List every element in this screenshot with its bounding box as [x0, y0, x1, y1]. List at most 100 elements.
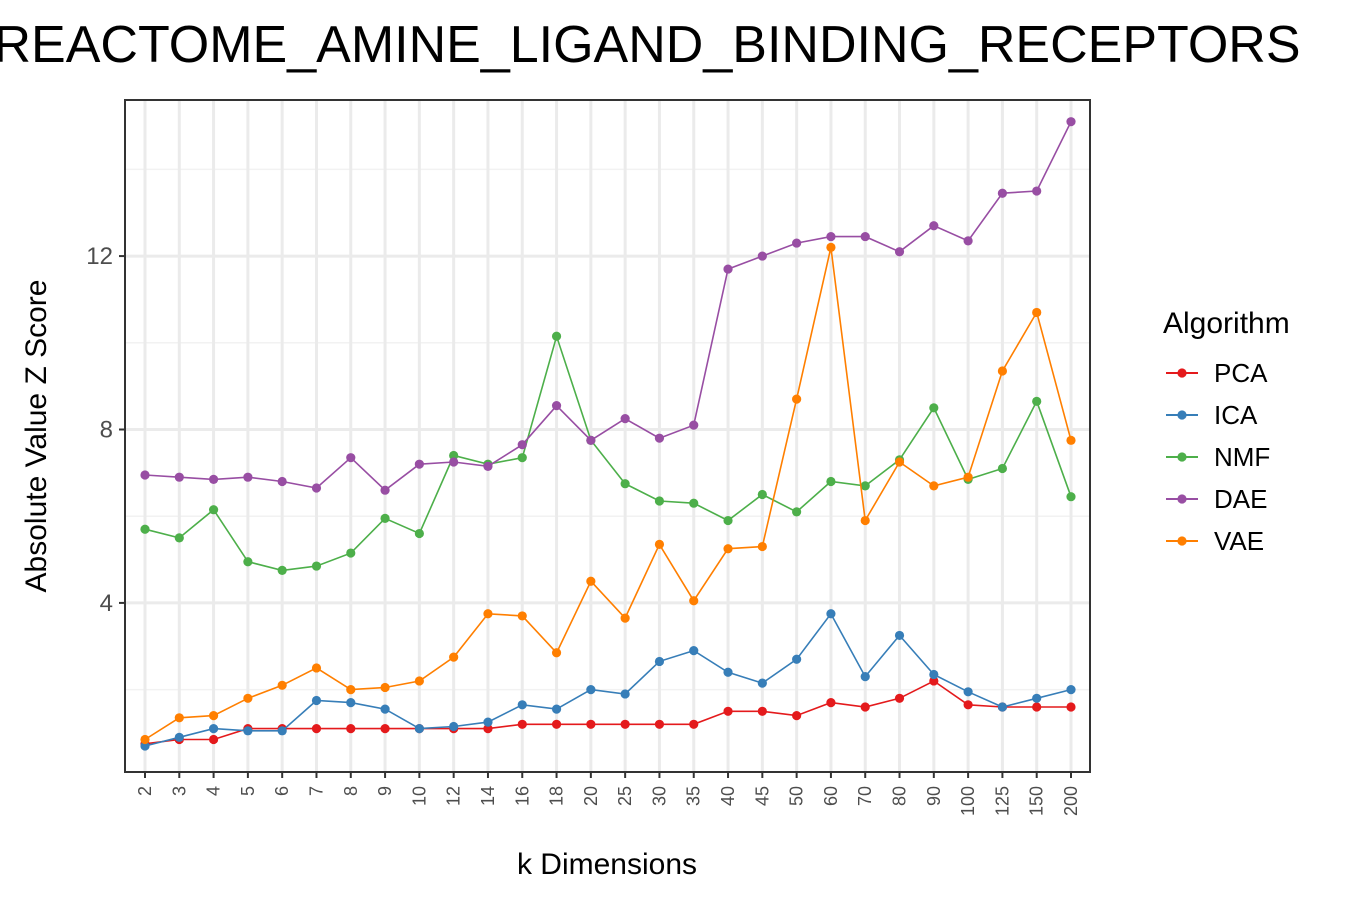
- point-dae: [517, 440, 527, 450]
- x-tick-label: 2: [135, 786, 155, 796]
- x-tick-label: 16: [512, 786, 532, 806]
- x-tick-label: 3: [169, 786, 189, 796]
- point-dae: [860, 231, 870, 242]
- x-tick-label: 14: [478, 786, 498, 806]
- point-nmf: [723, 515, 733, 526]
- point-nmf: [311, 561, 322, 571]
- point-vae: [689, 596, 699, 606]
- legend-key-point: [1177, 368, 1187, 378]
- x-tick-label: 10: [409, 786, 429, 806]
- point-pca: [963, 700, 973, 710]
- point-vae: [208, 711, 219, 721]
- point-vae: [1066, 435, 1076, 445]
- point-vae: [140, 734, 150, 745]
- point-dae: [174, 472, 184, 482]
- point-dae: [723, 264, 733, 274]
- x-tick-label: 5: [238, 786, 258, 796]
- point-dae: [963, 236, 973, 246]
- point-nmf: [414, 528, 424, 539]
- point-pca: [517, 719, 527, 729]
- x-tick-label: 90: [924, 786, 944, 806]
- legend-title: Algorithm: [1163, 307, 1290, 340]
- point-dae: [894, 247, 905, 257]
- point-nmf: [380, 513, 390, 523]
- legend-item-pca: PCA: [1166, 358, 1268, 388]
- x-tick-label: 8: [341, 786, 361, 796]
- point-ica: [620, 689, 630, 699]
- point-ica: [792, 654, 802, 664]
- point-ica: [174, 732, 184, 742]
- point-dae: [277, 476, 287, 487]
- point-pca: [1066, 702, 1076, 712]
- point-nmf: [929, 403, 939, 413]
- point-ica: [1066, 685, 1076, 695]
- point-ica: [997, 702, 1008, 712]
- point-ica: [414, 724, 424, 734]
- point-ica: [860, 672, 870, 682]
- point-ica: [963, 687, 973, 697]
- point-vae: [517, 611, 527, 621]
- x-axis-title: k Dimensions: [517, 848, 697, 881]
- point-nmf: [517, 453, 527, 463]
- point-pca: [929, 676, 939, 686]
- x-tick-label: 20: [581, 786, 601, 806]
- point-pca: [483, 724, 493, 734]
- point-ica: [380, 704, 390, 714]
- point-nmf: [551, 331, 562, 341]
- point-vae: [723, 544, 733, 554]
- point-vae: [483, 609, 493, 619]
- point-dae: [243, 472, 253, 482]
- point-nmf: [792, 507, 802, 517]
- x-tick-label: 150: [1027, 786, 1047, 816]
- point-ica: [654, 656, 665, 667]
- point-dae: [449, 457, 459, 467]
- point-dae: [551, 401, 562, 411]
- x-tick-label: 35: [684, 786, 704, 806]
- point-dae: [654, 433, 665, 443]
- point-nmf: [757, 489, 767, 500]
- legend-key-point: [1177, 452, 1187, 462]
- point-ica: [449, 721, 459, 732]
- point-dae: [792, 238, 802, 248]
- point-vae: [963, 472, 973, 482]
- x-tick-label: 6: [272, 786, 292, 796]
- point-nmf: [243, 557, 253, 567]
- point-vae: [929, 481, 939, 491]
- point-nmf: [346, 548, 356, 558]
- x-tick-label: 45: [752, 786, 772, 806]
- point-dae: [757, 251, 767, 261]
- x-tick-label: 9: [375, 786, 395, 796]
- point-ica: [723, 667, 733, 677]
- point-dae: [346, 453, 356, 463]
- y-tick-label: 8: [100, 416, 113, 443]
- x-tick-label: 18: [547, 786, 567, 806]
- series-line-pca: [144, 680, 1071, 745]
- point-pca: [346, 724, 356, 734]
- legend-item-ica: ICA: [1166, 400, 1258, 430]
- point-vae: [620, 613, 630, 623]
- point-nmf: [689, 498, 699, 508]
- point-ica: [277, 726, 287, 736]
- point-pca: [551, 719, 562, 729]
- series-line-nmf: [144, 333, 1072, 572]
- point-nmf: [449, 450, 459, 461]
- point-dae: [826, 231, 836, 242]
- point-nmf: [826, 476, 836, 487]
- point-pca: [208, 734, 219, 745]
- x-tick-label: 30: [649, 786, 669, 806]
- legend-item-vae: VAE: [1166, 526, 1264, 556]
- point-nmf: [1032, 396, 1042, 406]
- point-ica: [894, 630, 905, 641]
- point-dae: [414, 459, 424, 469]
- point-pca: [586, 719, 596, 729]
- x-tick-label: 25: [615, 786, 635, 806]
- point-ica: [208, 724, 219, 734]
- point-vae: [586, 576, 596, 586]
- y-axis-title: Absolute Value Z Score: [20, 280, 53, 593]
- point-ica: [1032, 693, 1042, 703]
- x-tick-label: 4: [204, 786, 224, 796]
- point-vae: [1032, 307, 1042, 318]
- point-dae: [483, 461, 493, 471]
- series-line-dae: [144, 121, 1072, 492]
